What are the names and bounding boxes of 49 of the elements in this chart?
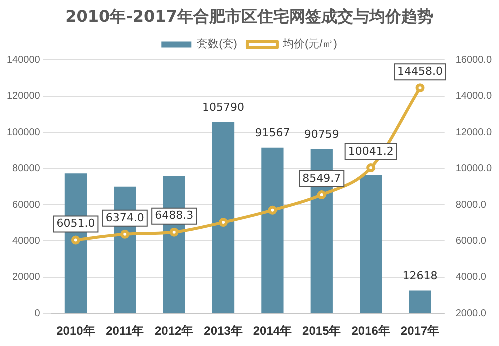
point bbox=[219, 218, 228, 228]
y2-tick-label: 16000.0 bbox=[456, 54, 492, 66]
point bbox=[170, 228, 179, 237]
x-tick-label: 2017年 bbox=[400, 324, 440, 338]
x-tick-label: 2010年 bbox=[56, 324, 96, 338]
point bbox=[366, 164, 376, 173]
x-tick-label: 2011年 bbox=[106, 324, 144, 338]
legend-label: 均价(元/㎡) bbox=[282, 38, 338, 51]
data-label: 10041.2 bbox=[348, 144, 394, 158]
y-tick-label: 60000 bbox=[12, 200, 41, 211]
y-tick-label: 40000 bbox=[12, 236, 41, 247]
bar bbox=[409, 290, 432, 314]
data-label: 6051.0 bbox=[56, 217, 96, 230]
legend-label: 套数(套) bbox=[197, 38, 238, 51]
y-tick-label: 120000 bbox=[6, 91, 41, 102]
data-label: 14458.0 bbox=[398, 64, 444, 78]
y-tick-label: 140000 bbox=[6, 54, 41, 66]
x-tick-label: 2012年 bbox=[154, 324, 194, 338]
y2-tick-label: 4000.0 bbox=[456, 272, 487, 284]
data-label: 90759 bbox=[304, 128, 340, 142]
y-tick-label: 100000 bbox=[6, 127, 41, 138]
y2-tick-label: 14000.0 bbox=[456, 91, 492, 102]
chart-title: 2010年-2017年合肥市区住宅网签成交与均价趋势 bbox=[66, 6, 434, 26]
point bbox=[317, 190, 326, 200]
x-tick-label: 2016年 bbox=[352, 324, 390, 338]
point bbox=[120, 230, 130, 239]
data-label: 105790 bbox=[202, 100, 245, 114]
bar bbox=[212, 122, 235, 314]
x-tick-label: 2014年 bbox=[253, 324, 292, 338]
bar bbox=[360, 174, 382, 314]
y2-tick-label: 6000.0 bbox=[456, 236, 487, 247]
y-tick-label: 20000 bbox=[12, 272, 41, 284]
bar bbox=[262, 148, 284, 314]
data-label: 6374.0 bbox=[106, 211, 144, 224]
data-label: 8549.7 bbox=[302, 172, 342, 185]
y2-tick-label: 8000.0 bbox=[456, 200, 487, 211]
y2-tick-label: 2000.0 bbox=[456, 308, 487, 320]
point bbox=[71, 236, 80, 245]
y2-tick-label: 10000.0 bbox=[456, 164, 492, 175]
data-label: 6488.3 bbox=[155, 209, 194, 222]
point bbox=[416, 84, 425, 93]
point bbox=[268, 206, 278, 215]
data-label: 91567 bbox=[255, 126, 290, 140]
y2-tick-label: 12000.0 bbox=[456, 127, 492, 138]
y-tick-label: 0 bbox=[34, 308, 41, 320]
x-tick-label: 2013年 bbox=[204, 324, 243, 338]
y-tick-label: 80000 bbox=[12, 164, 41, 175]
data-label: 12618 bbox=[402, 270, 438, 283]
x-tick-label: 2015年 bbox=[302, 324, 342, 338]
